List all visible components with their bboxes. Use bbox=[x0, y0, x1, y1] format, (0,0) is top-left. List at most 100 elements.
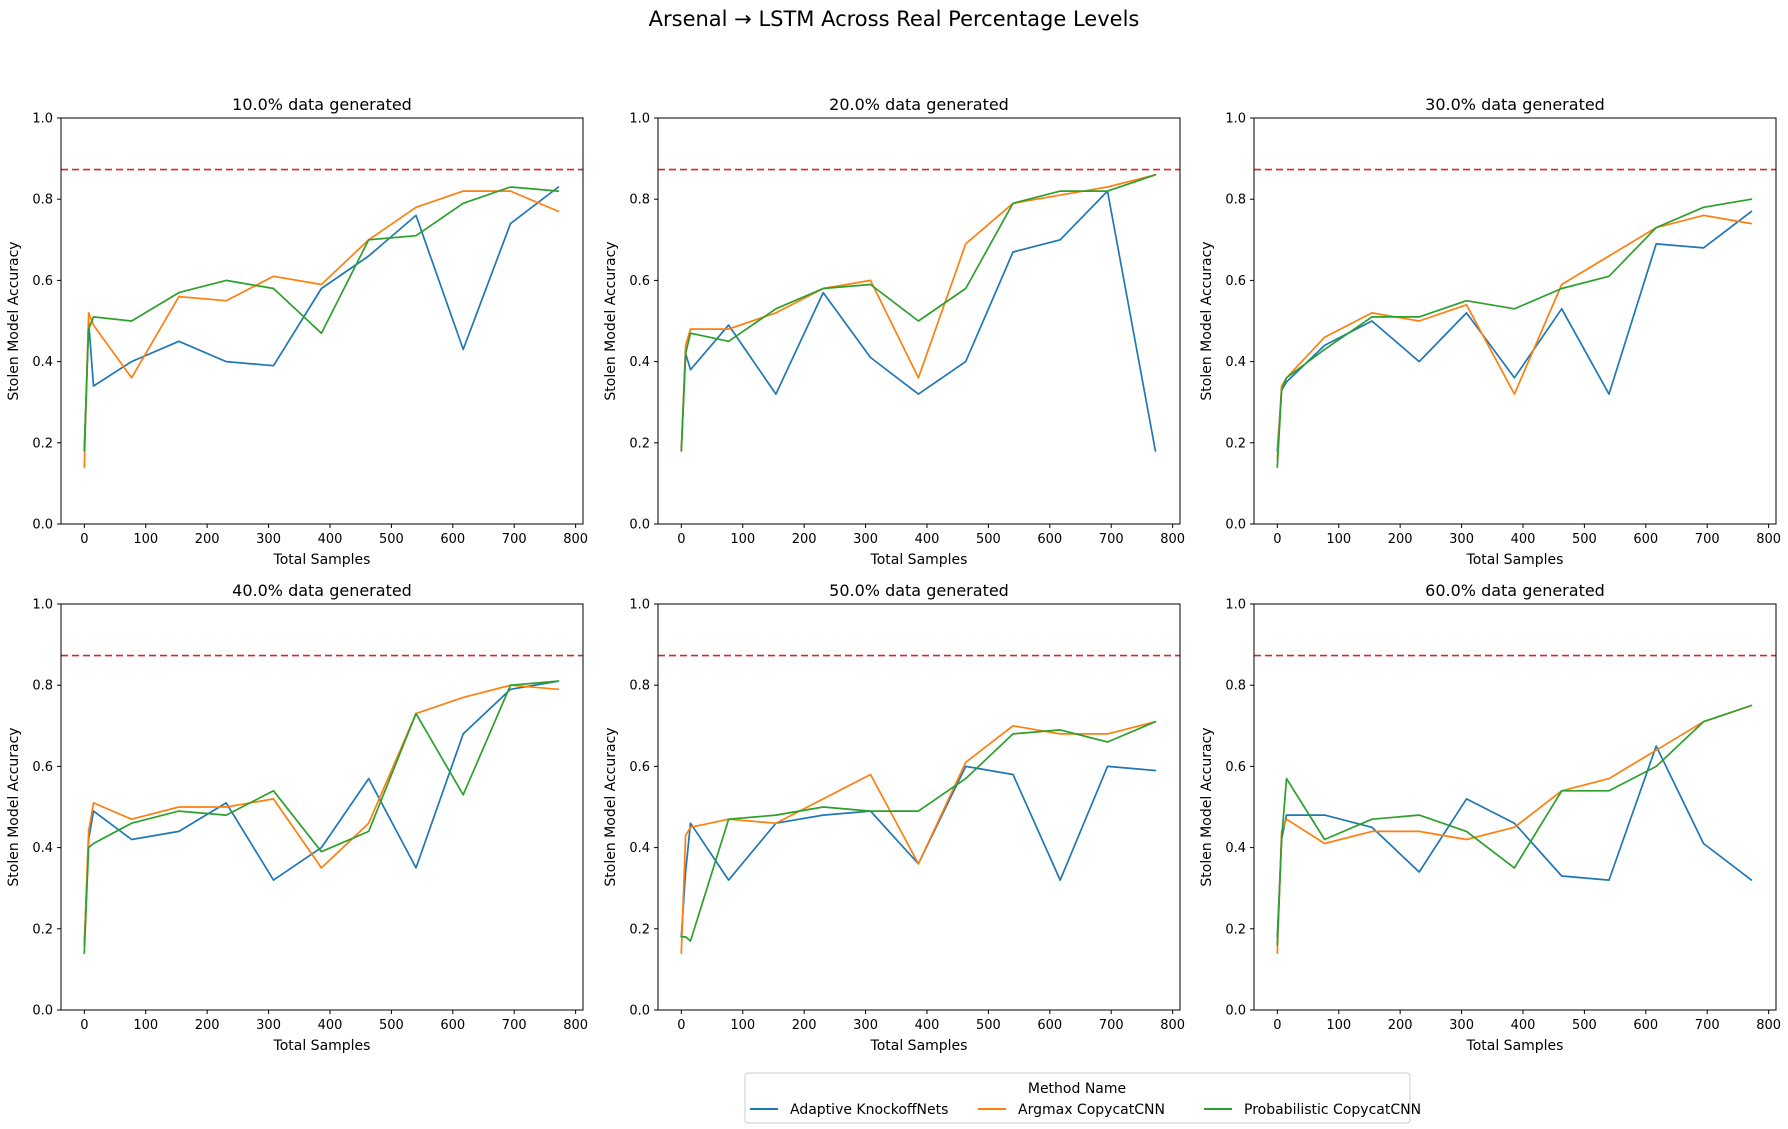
series-line-probabilistic-copycatcnn bbox=[680, 720, 1157, 942]
y-tick-label: 0.8 bbox=[32, 679, 53, 694]
legend: Method Name Adaptive KnockoffNets Argmax … bbox=[744, 1072, 1421, 1124]
x-tick-label: 200 bbox=[792, 1018, 817, 1033]
subplot-title: 10.0% data generated bbox=[232, 95, 412, 114]
x-tick-label: 0 bbox=[1273, 532, 1281, 547]
y-tick-label: 0.6 bbox=[1225, 760, 1246, 775]
series-lines bbox=[680, 173, 1157, 452]
x-tick-label: 800 bbox=[563, 1018, 588, 1033]
subplot-6: 60.0% data generated 0 100 200 300 400 500 600 7… bbox=[1199, 581, 1781, 1054]
series-lines bbox=[680, 720, 1157, 955]
y-tick-label: 0.0 bbox=[1225, 1004, 1246, 1019]
series-line-adaptive-knockoffnets bbox=[1276, 210, 1753, 452]
y-tick-label: 0.4 bbox=[32, 841, 53, 856]
subplot-5: 50.0% data generated 0 100 200 300 400 500 600 7… bbox=[603, 581, 1185, 1054]
axes-frame bbox=[657, 117, 1181, 525]
y-tick-label: 0.6 bbox=[32, 274, 53, 289]
y-tick-label: 1.0 bbox=[629, 598, 650, 613]
x-tick-label: 300 bbox=[1449, 532, 1474, 547]
axes-frame bbox=[1253, 603, 1777, 1011]
y-tick-label: 0.2 bbox=[629, 436, 650, 451]
x-tick-label: 600 bbox=[440, 532, 465, 547]
x-tick-label: 100 bbox=[133, 1018, 158, 1033]
x-tick-label: 500 bbox=[976, 1018, 1001, 1033]
y-tick-label: 0.8 bbox=[629, 193, 650, 208]
legend-title: Method Name bbox=[1028, 1081, 1126, 1097]
x-tick-label: 800 bbox=[1160, 532, 1185, 547]
y-tick-label: 0.4 bbox=[32, 355, 53, 370]
series-lines bbox=[1276, 198, 1753, 469]
x-tick-label: 200 bbox=[1388, 532, 1413, 547]
subplot-title: 20.0% data generated bbox=[829, 95, 1009, 114]
subplot-title: 30.0% data generated bbox=[1425, 95, 1605, 114]
series-line-probabilistic-copycatcnn bbox=[1276, 198, 1753, 469]
y-tick-label: 1.0 bbox=[1225, 112, 1246, 127]
y-tick-label: 0.0 bbox=[32, 518, 53, 533]
y-tick-label: 0.8 bbox=[1225, 193, 1246, 208]
y-tick-label: 1.0 bbox=[32, 598, 53, 613]
x-tick-label: 400 bbox=[318, 1018, 343, 1033]
y-axis-label: Stolen Model Accuracy bbox=[1199, 727, 1215, 886]
y-axis-label: Stolen Model Accuracy bbox=[603, 241, 619, 400]
y-tick-label: 0.6 bbox=[32, 760, 53, 775]
x-tick-label: 100 bbox=[1326, 532, 1351, 547]
x-tick-label: 300 bbox=[853, 532, 878, 547]
x-tick-label: 0 bbox=[677, 1018, 685, 1033]
x-tick-label: 300 bbox=[1449, 1018, 1474, 1033]
series-line-adaptive-knockoffnets bbox=[83, 186, 560, 452]
x-tick-label: 600 bbox=[1633, 532, 1658, 547]
x-tick-label: 800 bbox=[1756, 1018, 1781, 1033]
y-tick-label: 0.6 bbox=[1225, 274, 1246, 289]
x-tick-label: 400 bbox=[915, 532, 940, 547]
series-line-adaptive-knockoffnets bbox=[680, 190, 1157, 452]
y-tick-label: 0.0 bbox=[1225, 518, 1246, 533]
x-tick-label: 600 bbox=[440, 1018, 465, 1033]
x-axis-label: Total Samples bbox=[1466, 552, 1564, 568]
series-line-argmax-copycatcnn bbox=[680, 720, 1157, 955]
y-tick-label: 0.0 bbox=[629, 518, 650, 533]
x-tick-label: 700 bbox=[502, 1018, 527, 1033]
series-line-probabilistic-copycatcnn bbox=[83, 680, 560, 955]
y-axis-label: Stolen Model Accuracy bbox=[6, 241, 22, 400]
x-tick-label: 800 bbox=[1160, 1018, 1185, 1033]
x-axis-label: Total Samples bbox=[870, 552, 968, 568]
x-tick-label: 700 bbox=[502, 532, 527, 547]
y-axis-label: Stolen Model Accuracy bbox=[6, 727, 22, 886]
subplot-title: 60.0% data generated bbox=[1425, 581, 1605, 600]
x-tick-label: 0 bbox=[677, 532, 685, 547]
y-tick-label: 0.2 bbox=[32, 436, 53, 451]
series-line-probabilistic-copycatcnn bbox=[1276, 704, 1753, 946]
legend-entry-argmax-copycatcnn: Argmax CopycatCNN bbox=[978, 1102, 1165, 1118]
suptitle: Arsenal → LSTM Across Real Percentage Le… bbox=[649, 7, 1140, 31]
y-tick-label: 0.8 bbox=[629, 679, 650, 694]
y-tick-label: 0.4 bbox=[629, 355, 650, 370]
x-axis-label: Total Samples bbox=[273, 552, 371, 568]
x-axis-label: Total Samples bbox=[870, 1038, 968, 1054]
y-axis-label: Stolen Model Accuracy bbox=[1199, 241, 1215, 400]
legend-entries: Adaptive KnockoffNets Argmax CopycatCNN Pr… bbox=[750, 1102, 1421, 1118]
subplot-2: 20.0% data generated 0 100 200 300 400 500 600 7… bbox=[603, 95, 1185, 568]
x-tick-label: 400 bbox=[1511, 532, 1536, 547]
y-tick-label: 0.0 bbox=[32, 1004, 53, 1019]
x-tick-label: 100 bbox=[730, 1018, 755, 1033]
x-axis-label: Total Samples bbox=[273, 1038, 371, 1054]
y-tick-label: 0.4 bbox=[1225, 841, 1246, 856]
y-tick-label: 0.8 bbox=[1225, 679, 1246, 694]
x-tick-label: 700 bbox=[1099, 1018, 1124, 1033]
x-tick-label: 0 bbox=[80, 532, 88, 547]
subplot-1: 10.0% data generated 0 100 200 300 400 500 600 7… bbox=[6, 95, 588, 568]
y-tick-label: 0.6 bbox=[629, 274, 650, 289]
y-tick-label: 0.8 bbox=[32, 193, 53, 208]
axes-frame bbox=[1253, 117, 1777, 525]
y-tick-label: 1.0 bbox=[629, 112, 650, 127]
series-line-adaptive-knockoffnets bbox=[1276, 745, 1753, 938]
y-tick-label: 0.6 bbox=[629, 760, 650, 775]
series-lines bbox=[1276, 704, 1753, 955]
series-line-adaptive-knockoffnets bbox=[83, 680, 560, 946]
legend-label: Adaptive KnockoffNets bbox=[790, 1102, 948, 1118]
legend-entry-probabilistic-copycatcnn: Probabilistic CopycatCNN bbox=[1204, 1102, 1421, 1118]
x-tick-label: 200 bbox=[195, 532, 220, 547]
x-tick-label: 500 bbox=[1572, 1018, 1597, 1033]
legend-entry-adaptive-knockoffnets: Adaptive KnockoffNets bbox=[750, 1102, 948, 1118]
